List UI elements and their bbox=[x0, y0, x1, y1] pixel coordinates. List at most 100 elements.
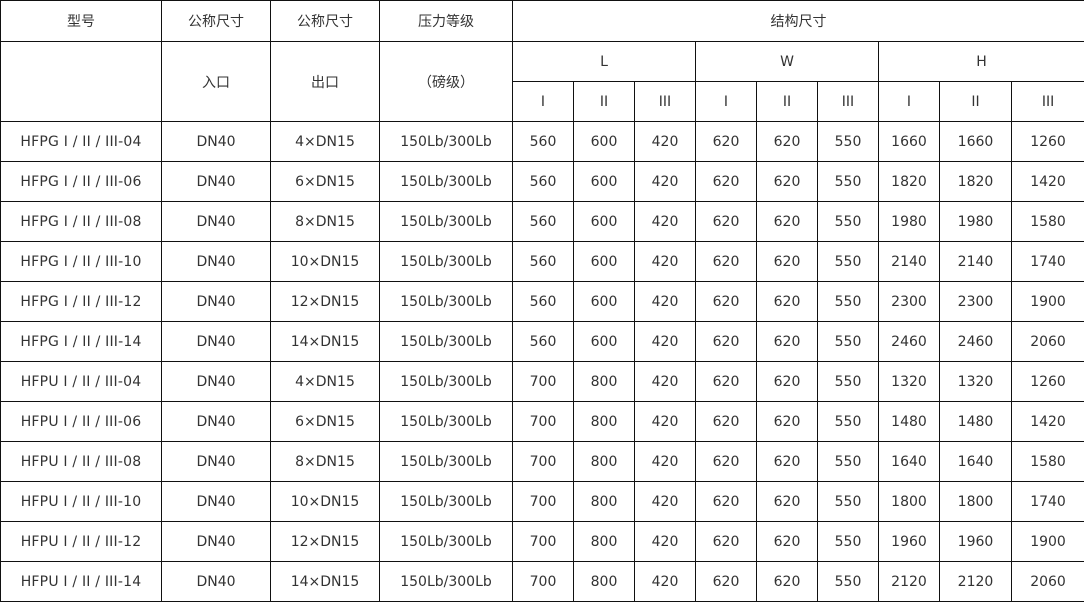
model-cell: HFPG I / II / III-14 bbox=[0, 321, 162, 362]
table-cell: 4×DN15 bbox=[270, 361, 380, 402]
table-cell: DN40 bbox=[161, 361, 271, 402]
header-sub-8: III bbox=[1010, 81, 1084, 122]
header-row-2: 入口 出口 （磅级） L W H bbox=[0, 41, 1084, 122]
header-W: W bbox=[695, 41, 879, 82]
table-cell: 420 bbox=[634, 561, 696, 602]
table-cell: 420 bbox=[634, 361, 696, 402]
header-outlet: 出口 bbox=[270, 41, 380, 122]
table-cell: 620 bbox=[695, 161, 757, 202]
table-cell: 800 bbox=[573, 561, 635, 602]
table-cell: 620 bbox=[695, 521, 757, 562]
table-cell: 150Lb/300Lb bbox=[379, 121, 513, 162]
header-sub-3: I bbox=[695, 81, 757, 122]
table-cell: 420 bbox=[634, 481, 696, 522]
model-cell: HFPU I / II / III-12 bbox=[0, 521, 162, 562]
table-cell: 1800 bbox=[878, 481, 940, 522]
table-cell: 2120 bbox=[878, 561, 940, 602]
table-cell: 150Lb/300Lb bbox=[379, 361, 513, 402]
table-cell: 550 bbox=[817, 121, 879, 162]
table-cell: 1580 bbox=[1010, 441, 1084, 482]
table-cell: 1800 bbox=[939, 481, 1012, 522]
table-row: HFPU I / II / III-06 DN40 6×DN15 150Lb/300L… bbox=[0, 401, 1084, 442]
header-pressure-unit: （磅级） bbox=[379, 41, 513, 122]
table-cell: 1320 bbox=[878, 361, 940, 402]
header-model: 型号 bbox=[0, 0, 162, 42]
table-cell: 8×DN15 bbox=[270, 201, 380, 242]
table-cell: 600 bbox=[573, 241, 635, 282]
table-cell: 620 bbox=[756, 361, 818, 402]
table-cell: 1420 bbox=[1010, 161, 1084, 202]
table-cell: 800 bbox=[573, 441, 635, 482]
header-model-empty bbox=[0, 41, 162, 122]
table-cell: DN40 bbox=[161, 201, 271, 242]
table-cell: 550 bbox=[817, 481, 879, 522]
table-cell: 700 bbox=[512, 561, 574, 602]
table-row: HFPG I / II / III-08 DN40 8×DN15 150Lb/300L… bbox=[0, 201, 1084, 242]
header-sub-0: I bbox=[512, 81, 574, 122]
table-cell: 150Lb/300Lb bbox=[379, 241, 513, 282]
table-cell: 550 bbox=[817, 361, 879, 402]
table-cell: 1960 bbox=[939, 521, 1012, 562]
table-cell: 420 bbox=[634, 521, 696, 562]
table-cell: 12×DN15 bbox=[270, 281, 380, 322]
table-cell: 1980 bbox=[939, 201, 1012, 242]
table-cell: 700 bbox=[512, 401, 574, 442]
table-cell: 420 bbox=[634, 441, 696, 482]
table-cell: 700 bbox=[512, 361, 574, 402]
table-body: HFPG I / II / III-04 DN40 4×DN15 150Lb/300L… bbox=[0, 121, 1084, 602]
table-cell: 700 bbox=[512, 441, 574, 482]
header-inlet: 入口 bbox=[161, 41, 271, 122]
table-cell: 550 bbox=[817, 521, 879, 562]
table-cell: DN40 bbox=[161, 521, 271, 562]
table-cell: 150Lb/300Lb bbox=[379, 161, 513, 202]
table-cell: DN40 bbox=[161, 561, 271, 602]
table-row: HFPG I / II / III-06 DN40 6×DN15 150Lb/300L… bbox=[0, 161, 1084, 202]
table-cell: 620 bbox=[756, 401, 818, 442]
table-row: HFPG I / II / III-10 DN40 10×DN15 150Lb/300… bbox=[0, 241, 1084, 282]
header-nominal-out: 公称尺寸 bbox=[270, 0, 380, 42]
table-cell: 700 bbox=[512, 521, 574, 562]
model-cell: HFPG I / II / III-08 bbox=[0, 201, 162, 242]
table-cell: 600 bbox=[573, 121, 635, 162]
table-cell: 800 bbox=[573, 401, 635, 442]
header-structure: 结构尺寸 bbox=[511, 0, 1084, 42]
table-cell: 12×DN15 bbox=[270, 521, 380, 562]
table-cell: 6×DN15 bbox=[270, 161, 380, 202]
table-cell: 800 bbox=[573, 361, 635, 402]
table-cell: 600 bbox=[573, 321, 635, 362]
table-cell: 550 bbox=[817, 201, 879, 242]
table-cell: DN40 bbox=[161, 161, 271, 202]
table-cell: 2460 bbox=[939, 321, 1012, 362]
table-cell: 150Lb/300Lb bbox=[379, 321, 513, 362]
header-pressure: 压力等级 bbox=[379, 0, 513, 42]
table-cell: 1980 bbox=[878, 201, 940, 242]
table-cell: 150Lb/300Lb bbox=[379, 561, 513, 602]
table-cell: 150Lb/300Lb bbox=[379, 521, 513, 562]
model-cell: HFPG I / II / III-06 bbox=[0, 161, 162, 202]
table-cell: 2140 bbox=[878, 241, 940, 282]
table-cell: 150Lb/300Lb bbox=[379, 481, 513, 522]
table-cell: 1640 bbox=[939, 441, 1012, 482]
table-cell: 10×DN15 bbox=[270, 241, 380, 282]
table-cell: 600 bbox=[573, 161, 635, 202]
table-cell: 1960 bbox=[878, 521, 940, 562]
table-cell: 2300 bbox=[878, 281, 940, 322]
table-cell: 1660 bbox=[939, 121, 1012, 162]
table-cell: 1480 bbox=[939, 401, 1012, 442]
table-cell: 620 bbox=[756, 561, 818, 602]
table-cell: 620 bbox=[695, 481, 757, 522]
table-cell: 620 bbox=[756, 121, 818, 162]
table-cell: 150Lb/300Lb bbox=[379, 201, 513, 242]
table-cell: 620 bbox=[695, 441, 757, 482]
header-sub-6: I bbox=[878, 81, 940, 122]
table-cell: 1420 bbox=[1010, 401, 1084, 442]
table-cell: 1900 bbox=[1010, 281, 1084, 322]
table-cell: DN40 bbox=[161, 281, 271, 322]
table-cell: 560 bbox=[512, 121, 574, 162]
model-cell: HFPU I / II / III-14 bbox=[0, 561, 162, 602]
table-row: HFPG I / II / III-04 DN40 4×DN15 150Lb/300L… bbox=[0, 121, 1084, 162]
table-cell: 550 bbox=[817, 321, 879, 362]
model-cell: HFPU I / II / III-04 bbox=[0, 361, 162, 402]
table-cell: 14×DN15 bbox=[270, 561, 380, 602]
